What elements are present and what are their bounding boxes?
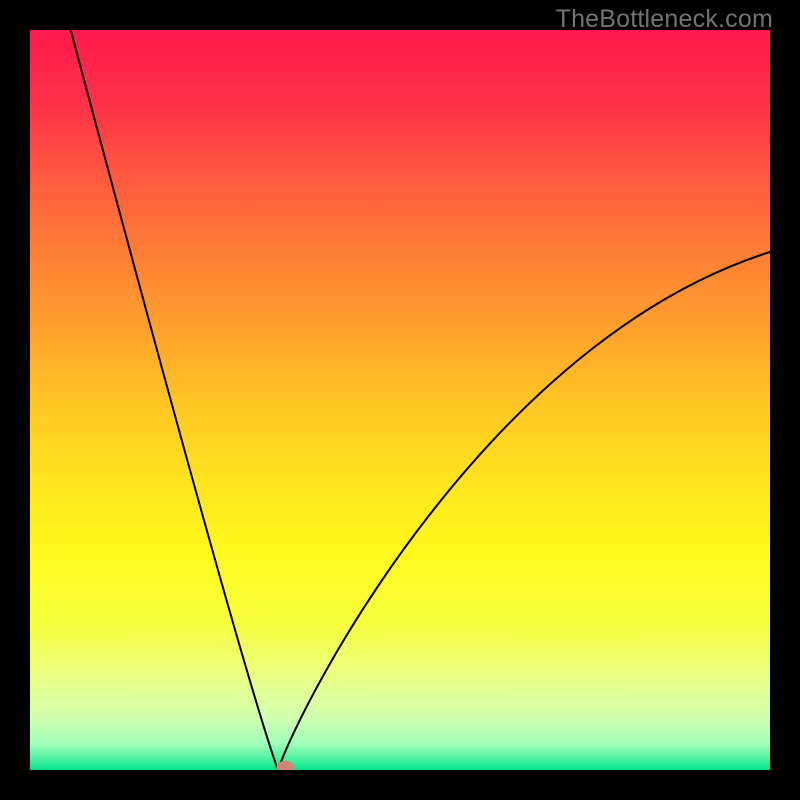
- chart-container: TheBottleneck.com: [0, 0, 800, 800]
- watermark-text: TheBottleneck.com: [556, 5, 773, 34]
- gradient-background: [30, 30, 770, 770]
- plot-area: [30, 30, 770, 770]
